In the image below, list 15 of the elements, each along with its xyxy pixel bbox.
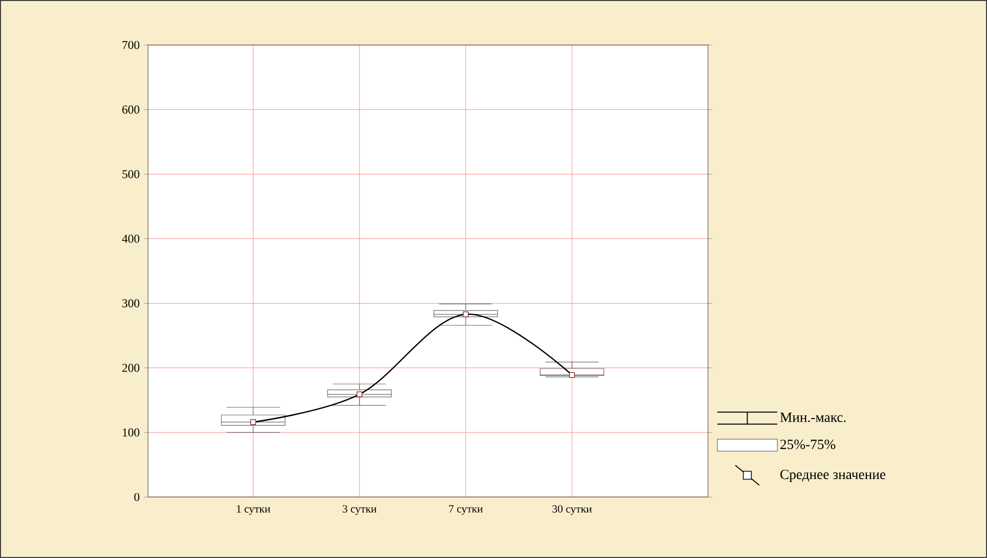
text: Мин.-макс. xyxy=(780,412,846,422)
x-tick-label: 7 сутки xyxy=(449,505,483,515)
y-tick-label: 300 xyxy=(122,299,140,308)
y-tick-label: 400 xyxy=(122,234,140,243)
y-tick-label: 600 xyxy=(122,106,140,114)
y-tick-label: 0 xyxy=(134,492,140,502)
y-tick-label: 700 xyxy=(122,40,140,50)
legend-label: 25%-75% xyxy=(780,440,836,450)
legend-label: Среднее значение xyxy=(780,470,886,482)
x-tick-label: 1 сутки xyxy=(236,505,270,515)
y-tick-label: 100 xyxy=(122,428,140,436)
y-tick-label: 500 xyxy=(122,170,140,178)
y-tick-label: 200 xyxy=(122,364,140,372)
x-tick-label: 3 сутки xyxy=(342,505,376,515)
x-tick-label: 30 сутки xyxy=(552,505,592,515)
